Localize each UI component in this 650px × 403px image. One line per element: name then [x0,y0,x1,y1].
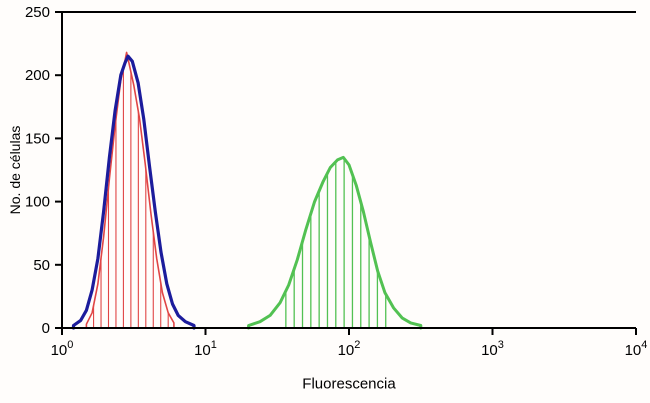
y-tick-label-2: 100 [25,194,50,211]
sample-green-curve [247,155,423,330]
y-tick-label-5: 250 [25,4,50,21]
x-tick-label-3: 103 [481,339,504,359]
y-tick-label-3: 150 [25,130,50,147]
x-tick-label-1: 101 [194,339,217,359]
y-tick-label-4: 200 [25,67,50,84]
x-tick-label-0: 100 [51,339,74,359]
y-tick-label-1: 50 [33,257,50,274]
control-red-curve [85,51,175,329]
x-tick-label-4: 104 [625,339,648,359]
x-tick-label-2: 102 [338,339,361,359]
control-blue-curve [71,54,196,330]
y-axis-title: No. de células [7,125,23,215]
y-tick-label-0: 0 [42,320,50,337]
x-axis-title: Fluorescencia [302,375,396,393]
